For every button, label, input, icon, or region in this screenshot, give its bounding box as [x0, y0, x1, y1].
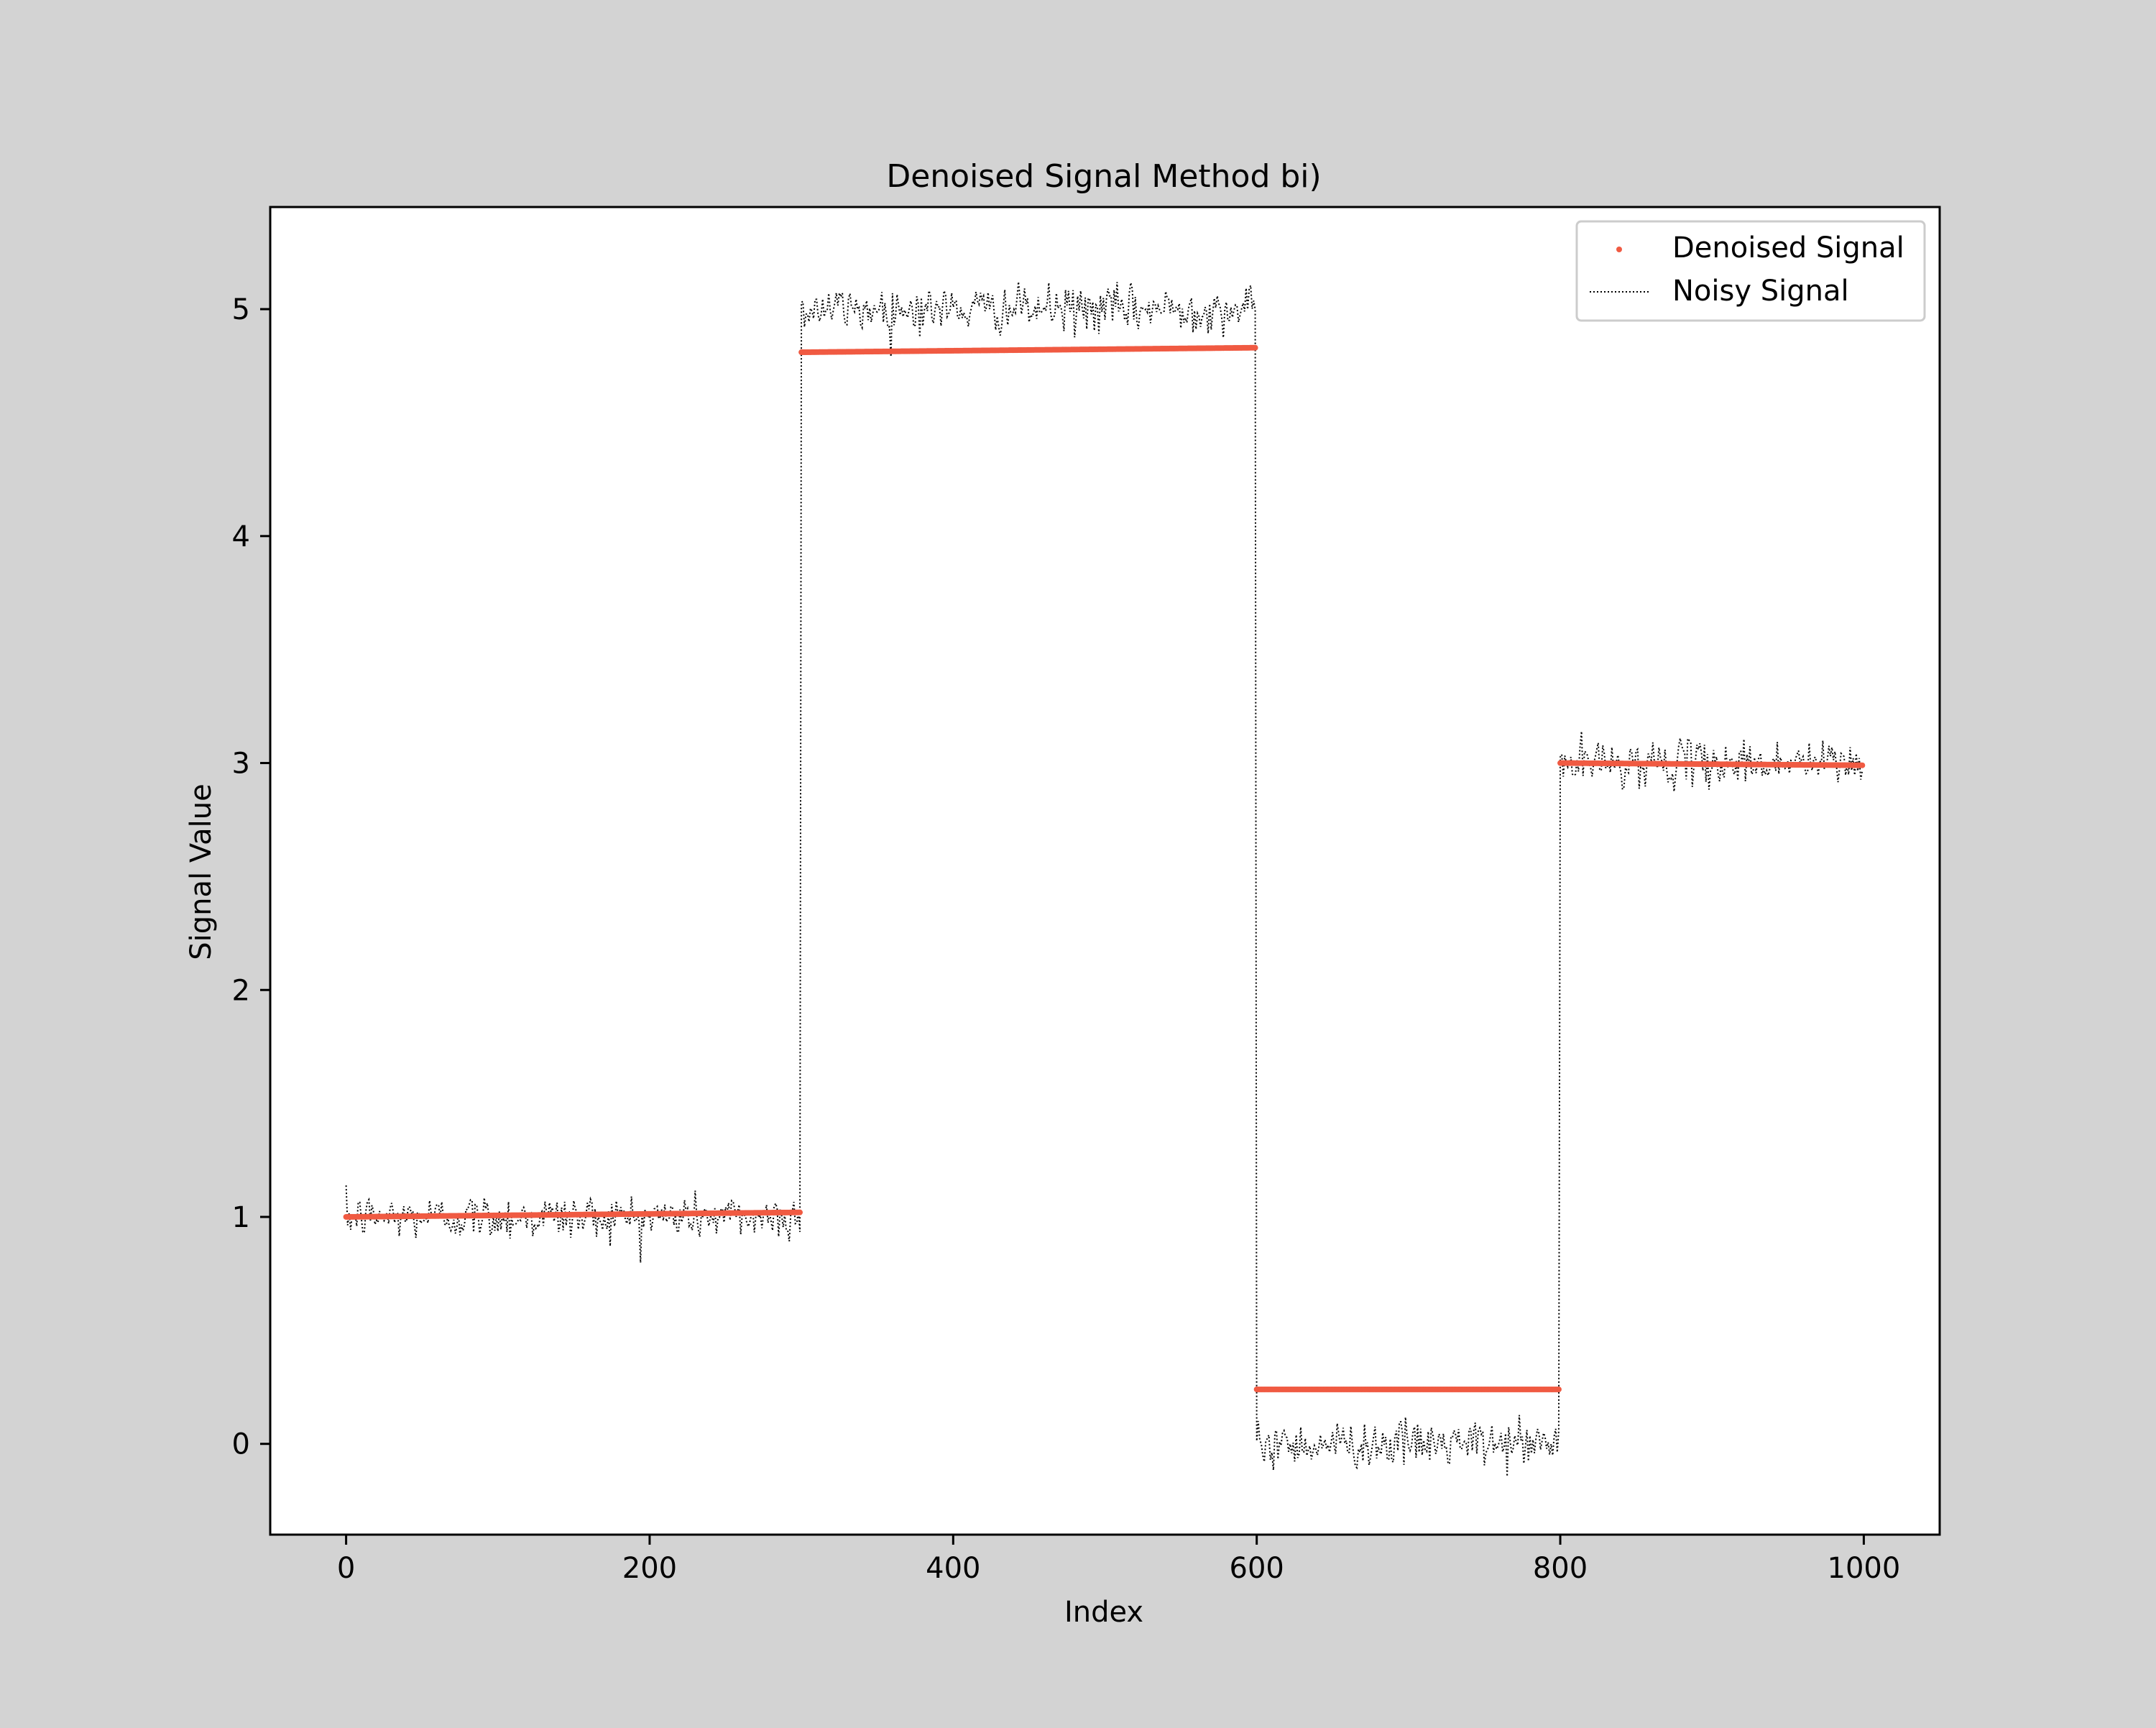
y-axis-label: Signal Value — [185, 783, 218, 960]
x-tick-label: 0 — [337, 1552, 355, 1585]
noisy-signal-line — [345, 281, 1864, 1477]
y-tick-label: 2 — [232, 974, 250, 1007]
legend-denoised-label: Denoised Signal — [1672, 231, 1904, 265]
denoised-point — [1252, 344, 1258, 351]
x-tick-label: 1000 — [1828, 1552, 1901, 1585]
denoised-point — [797, 1209, 803, 1215]
y-tick-label: 0 — [232, 1428, 250, 1461]
legend-noisy-label: Noisy Signal — [1672, 275, 1849, 308]
y-tick-label: 1 — [232, 1201, 250, 1234]
denoised-signal-layer — [343, 344, 1866, 1392]
y-tick-label: 4 — [232, 520, 250, 553]
x-tick-label: 200 — [622, 1552, 677, 1585]
x-tick-label: 600 — [1230, 1552, 1284, 1585]
denoised-point — [1555, 1386, 1562, 1392]
legend: Denoised Signal Noisy Signal — [1575, 220, 1926, 322]
chart-title: Denoised Signal Method bi) — [886, 158, 1321, 195]
x-axis-ticks: 0 200 400 600 800 1000 — [337, 1535, 1900, 1585]
denoised-point — [1859, 762, 1866, 768]
legend-box — [1575, 220, 1926, 322]
plot-area — [270, 207, 1940, 1535]
legend-denoised-marker — [1616, 247, 1622, 252]
x-tick-label: 400 — [926, 1552, 980, 1585]
denoised-segment — [343, 1209, 803, 1220]
x-tick-label: 800 — [1533, 1552, 1588, 1585]
noisy-signal-layer — [345, 281, 1864, 1477]
y-tick-label: 3 — [232, 748, 250, 781]
x-axis-label: Index — [1064, 1596, 1143, 1629]
y-tick-label: 5 — [232, 293, 250, 326]
y-axis-ticks: 0 1 2 3 4 5 — [232, 293, 270, 1461]
denoised-segment — [1557, 760, 1866, 768]
denoised-segment — [798, 344, 1258, 356]
denoised-segment — [1253, 1386, 1562, 1392]
plot-frame — [269, 206, 1941, 1536]
